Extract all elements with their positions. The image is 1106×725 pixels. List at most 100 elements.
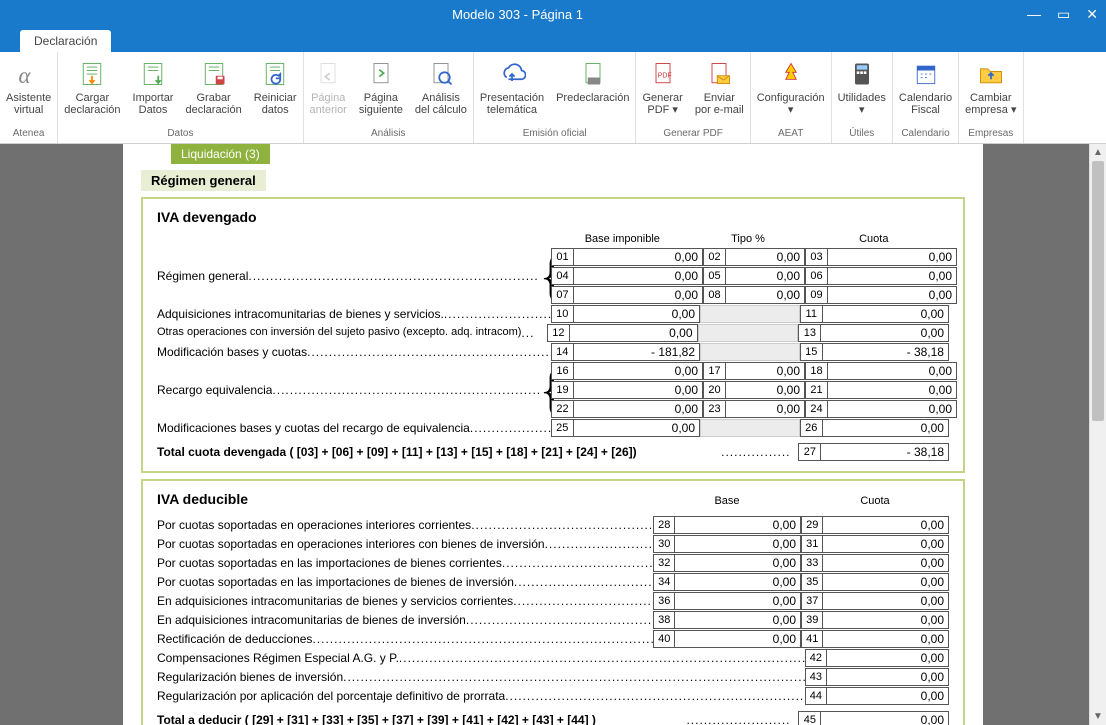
cell-44[interactable]: 0,00 xyxy=(826,687,949,705)
cell-30[interactable]: 0,00 xyxy=(674,535,801,553)
close-icon[interactable]: ✕ xyxy=(1086,6,1098,23)
scroll-down-icon[interactable]: ▼ xyxy=(1090,708,1106,725)
cell-22[interactable]: 0,00 xyxy=(573,400,703,418)
tab-declaracion[interactable]: Declaración xyxy=(20,30,111,52)
cell-07[interactable]: 0,00 xyxy=(573,286,703,304)
cell-41[interactable]: 0,00 xyxy=(822,630,949,648)
window-controls: — ▭ ✕ xyxy=(1027,6,1098,23)
cell-34[interactable]: 0,00 xyxy=(674,573,801,591)
cloud-upload-icon xyxy=(496,58,528,90)
cell-36[interactable]: 0,00 xyxy=(674,592,801,610)
cell-20[interactable]: 0,00 xyxy=(725,381,805,399)
load-icon xyxy=(76,58,108,90)
pagina-anterior-button[interactable]: Página anterior xyxy=(304,56,353,126)
cell-40[interactable]: 0,00 xyxy=(674,630,801,648)
analysis-icon xyxy=(425,58,457,90)
cell-27[interactable]: - 38,18 xyxy=(820,443,949,461)
cell-38[interactable]: 0,00 xyxy=(674,611,801,629)
folder-up-icon xyxy=(975,58,1007,90)
cell-10[interactable]: 0,00 xyxy=(573,305,700,323)
cell-24[interactable]: 0,00 xyxy=(827,400,957,418)
cell-17[interactable]: 0,00 xyxy=(725,362,805,380)
iva-devengado-box: IVA devengado Base imponible Tipo % Cuot… xyxy=(141,197,965,473)
cell-31[interactable]: 0,00 xyxy=(822,535,949,553)
calendar-icon xyxy=(910,58,942,90)
scroll-thumb[interactable] xyxy=(1092,161,1104,421)
cell-02[interactable]: 0,00 xyxy=(725,248,805,266)
email-icon xyxy=(703,58,735,90)
aeat-icon xyxy=(775,58,807,90)
asistente-virtual-button[interactable]: α Asistente virtual xyxy=(0,56,57,126)
cell-05[interactable]: 0,00 xyxy=(725,267,805,285)
brace-icon: { xyxy=(539,249,551,303)
cell-26[interactable]: 0,00 xyxy=(822,419,949,437)
cell-21[interactable]: 0,00 xyxy=(827,381,957,399)
grabar-declaracion-button[interactable]: Grabar declaración xyxy=(179,56,247,126)
cambiar-empresa-button[interactable]: Cambiar empresa ▾ xyxy=(959,56,1022,126)
minimize-icon[interactable]: — xyxy=(1027,6,1041,23)
cell-15[interactable]: - 38,18 xyxy=(822,343,949,361)
calculator-icon xyxy=(846,58,878,90)
vertical-scrollbar[interactable]: ▲ ▼ xyxy=(1089,144,1106,725)
workspace: Liquidación (3) Régimen general IVA deve… xyxy=(0,144,1106,725)
cell-45[interactable]: 0,00 xyxy=(820,711,949,725)
presentacion-telematica-button[interactable]: Presentación telemática xyxy=(474,56,550,126)
importar-datos-button[interactable]: Importar Datos xyxy=(127,56,180,126)
cell-01[interactable]: 0,00 xyxy=(573,248,703,266)
cell-12[interactable]: 0,00 xyxy=(569,324,698,342)
analisis-calculo-button[interactable]: Análisis del cálculo xyxy=(409,56,473,126)
print-icon xyxy=(577,58,609,90)
iva-deducible-box: IVA deducible Base Cuota Por cuotas sopo… xyxy=(141,479,965,725)
cell-09[interactable]: 0,00 xyxy=(827,286,957,304)
tabbar: Declaración xyxy=(0,28,1106,52)
cell-03[interactable]: 0,00 xyxy=(827,248,957,266)
cell-06[interactable]: 0,00 xyxy=(827,267,957,285)
utilidades-button[interactable]: Utilidades ▾ xyxy=(832,56,892,126)
predeclaracion-button[interactable]: Predeclaración xyxy=(550,56,635,126)
reset-icon xyxy=(259,58,291,90)
cell-19[interactable]: 0,00 xyxy=(573,381,703,399)
pdf-icon: PDF xyxy=(647,58,679,90)
generar-pdf-button[interactable]: PDFGenerar PDF ▾ xyxy=(636,56,688,126)
enviar-email-button[interactable]: Enviar por e-mail xyxy=(689,56,750,126)
cell-37[interactable]: 0,00 xyxy=(822,592,949,610)
calendario-fiscal-button[interactable]: Calendario Fiscal xyxy=(893,56,958,126)
configuracion-button[interactable]: Configuración ▾ xyxy=(751,56,831,126)
next-page-icon xyxy=(365,58,397,90)
scroll-up-icon[interactable]: ▲ xyxy=(1090,144,1106,161)
cargar-declaracion-button[interactable]: Cargar declaración xyxy=(58,56,126,126)
cell-11[interactable]: 0,00 xyxy=(822,305,949,323)
brace-icon: { xyxy=(539,363,551,417)
cell-04[interactable]: 0,00 xyxy=(573,267,703,285)
svg-text:α: α xyxy=(18,63,31,88)
cell-29[interactable]: 0,00 xyxy=(822,516,949,534)
cell-13[interactable]: 0,00 xyxy=(820,324,949,342)
pagina-siguiente-button[interactable]: Página siguiente xyxy=(353,56,409,126)
ribbon: α Asistente virtual Atenea Cargar declar… xyxy=(0,52,1106,144)
cell-32[interactable]: 0,00 xyxy=(674,554,801,572)
cell-39[interactable]: 0,00 xyxy=(822,611,949,629)
reiniciar-datos-button[interactable]: Reiniciar datos xyxy=(248,56,303,126)
cell-33[interactable]: 0,00 xyxy=(822,554,949,572)
iva-deducible-title: IVA deducible xyxy=(157,491,653,507)
cell-18[interactable]: 0,00 xyxy=(827,362,957,380)
cell-25[interactable]: 0,00 xyxy=(573,419,700,437)
cell-43[interactable]: 0,00 xyxy=(826,668,949,686)
cell-08[interactable]: 0,00 xyxy=(725,286,805,304)
cell-16[interactable]: 0,00 xyxy=(573,362,703,380)
cell-28[interactable]: 0,00 xyxy=(674,516,801,534)
iva-devengado-title: IVA devengado xyxy=(157,209,949,225)
svg-text:PDF: PDF xyxy=(657,73,671,80)
form-page: Liquidación (3) Régimen general IVA deve… xyxy=(123,144,983,725)
titlebar: Modelo 303 - Página 1 — ▭ ✕ xyxy=(0,0,1106,28)
cell-35[interactable]: 0,00 xyxy=(822,573,949,591)
window-title: Modelo 303 - Página 1 xyxy=(8,7,1027,22)
cell-14[interactable]: - 181,82 xyxy=(573,343,700,361)
prev-page-icon xyxy=(312,58,344,90)
cell-23[interactable]: 0,00 xyxy=(725,400,805,418)
cell-42[interactable]: 0,00 xyxy=(826,649,949,667)
maximize-icon[interactable]: ▭ xyxy=(1057,6,1070,23)
import-icon xyxy=(137,58,169,90)
liquidacion-tab: Liquidación (3) xyxy=(171,144,270,164)
assistant-icon: α xyxy=(13,58,45,90)
